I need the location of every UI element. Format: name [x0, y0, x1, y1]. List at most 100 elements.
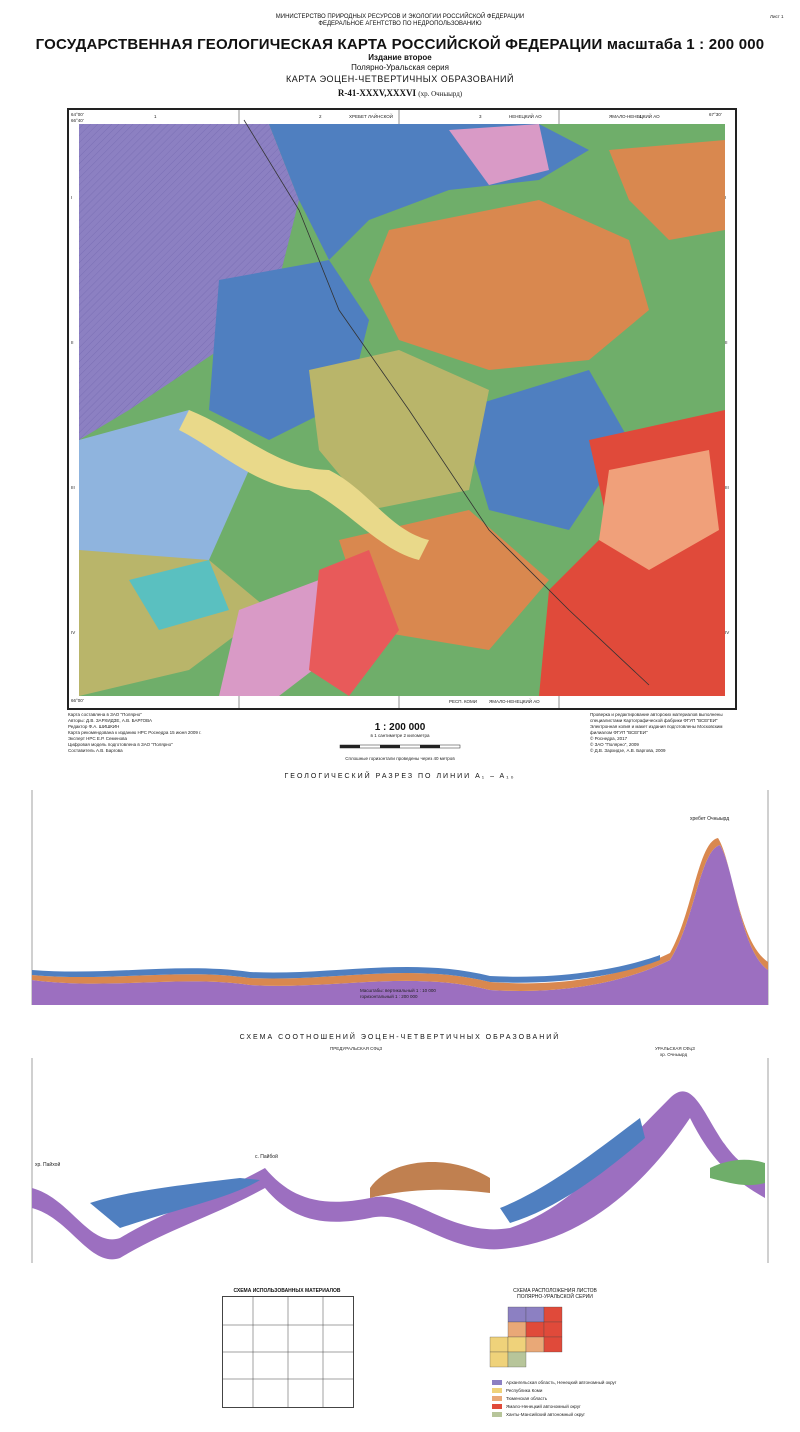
row-num-4-right: IV [725, 630, 730, 635]
unit-pink-north [449, 124, 549, 185]
footer-right-line: © ЗАО "Полярно", 2009 [590, 742, 639, 747]
legend-item: Республика Коми [492, 1386, 632, 1394]
location-title: СХЕМА РАСПОЛОЖЕНИЯ ЛИСТОВ [513, 1288, 597, 1294]
unit-blue-east [459, 370, 629, 530]
river-valley [179, 410, 429, 560]
legend-label: Республика Коми [506, 1387, 543, 1393]
legend-label: Архангельская область, Ненецкий автономн… [506, 1379, 617, 1385]
legend-swatch [492, 1411, 502, 1417]
unit-orange-ne [609, 140, 725, 240]
footer-left-line: Составитель А.В. Баргова [68, 748, 123, 753]
scale-block: 1 : 200 000 в 1 сантиметре 2 километра С… [330, 722, 470, 761]
scheme-blue-right [500, 1118, 645, 1223]
section-scale-2: горизонтальный 1 : 200 000 [360, 993, 418, 999]
footer-right-line: Электронная копия и макет издания подгот… [590, 724, 723, 729]
contour-note: Сплошные горизонтали проведены через 40 … [345, 756, 455, 761]
scheme-brown-center [370, 1161, 490, 1198]
materials-grid [223, 1297, 353, 1407]
top-label-nenets: НЕНЕЦКИЙ АО [509, 114, 542, 119]
legend-item: Архангельская область, Ненецкий автономн… [492, 1378, 632, 1386]
scale-value: 1 : 200 000 [374, 722, 426, 733]
edition: Издание второе [368, 53, 432, 62]
location-legend: Архангельская область, Ненецкий автономн… [492, 1378, 632, 1418]
section-basement [32, 845, 768, 1005]
sheet-sub: (хр. Очныырд) [418, 90, 463, 98]
scheme-left-place: хр. Пайхой [35, 1161, 60, 1168]
section-line [243, 119, 650, 686]
col-num-2: 2 [319, 114, 322, 119]
series: Полярно-Уральская серия [351, 63, 449, 72]
coord-nw: 64°00' [71, 112, 84, 117]
row-num-1: I [71, 195, 73, 200]
legend-item: Ямало-Ненецкий автономный округ [492, 1402, 632, 1410]
scheme-left-zone: ПРЕДУРАЛЬСКАЯ СФцЗ [330, 1046, 383, 1051]
col-num-1: 1 [154, 114, 157, 119]
footer-right-line: специалистами Картографической фабрики Ф… [590, 718, 718, 723]
row-num-3-right: III [725, 485, 729, 490]
correlation-scheme: хр. Пайхой с. Пайбой [31, 1058, 769, 1263]
unit-orange-center [369, 200, 649, 370]
footer-right-line: © Роснедра, 2017 [590, 736, 628, 741]
unit-olive-center [309, 350, 489, 510]
sheet-code: R-41-XXXV,XXXVI [337, 88, 416, 98]
footer-right-line: © Д.В. Зархидзе, А.В. Баргова, 2009 [590, 748, 666, 753]
scale-note: в 1 сантиметре 2 километра [370, 733, 430, 738]
agency-line: ФЕДЕРАЛЬНОЕ АГЕНТСТВО ПО НЕДРОПОЛЬЗОВАНИ… [318, 21, 482, 27]
coord-sw: 66°00' [71, 698, 84, 703]
top-label-yamal: ЯМАЛО-НЕНЕЦКИЙ АО [609, 114, 660, 119]
section-scale-1: Масштабы: вертикальный 1 : 10 000 [360, 987, 436, 993]
legend-swatch [492, 1379, 502, 1385]
footer-right-line: филиалом ФГУП "ВСЕГЕИ" [590, 730, 648, 735]
section-title: ГЕОЛОГИЧЕСКИЙ РАЗРЕЗ ПО ЛИНИИ A₁ – A₁₀ [284, 773, 516, 780]
footer-left-line: Редактор Ф.А. ШИШКИН [68, 724, 120, 729]
row-num-3: III [71, 485, 75, 490]
ministry-line: МИНИСТЕРСТВО ПРИРОДНЫХ РЕСУРСОВ И ЭКОЛОГ… [275, 14, 525, 20]
legend-label: Ямало-Ненецкий автономный округ [506, 1403, 581, 1409]
unit-salmon-se [599, 450, 719, 570]
row-num-2: II [71, 340, 74, 345]
coord-ne: 67°30' [709, 112, 722, 117]
legend-label: Тюменская область [506, 1395, 548, 1401]
map-name: КАРТА ЭОЦЕН-ЧЕТВЕРТИЧНЫХ ОБРАЗОВАНИЙ [286, 74, 514, 84]
scheme-right-sub: хр. Очныырд [660, 1052, 688, 1057]
scheme-green-right [710, 1159, 765, 1186]
footer-right-line: Проверка и редактирование авторских мате… [590, 712, 723, 717]
footer-left-line: Авторы: Д.В. ЗАРХИДЗЕ, А.В. БАРГОВА [68, 718, 153, 723]
col-num-3: 3 [479, 114, 482, 119]
scheme-purple-base [32, 1091, 765, 1260]
coord-nw-lat: 66°40' [71, 118, 84, 123]
footer-left-line: Эксперт НРС Е.Р. Семенова [68, 736, 127, 741]
legend-swatch [492, 1387, 502, 1393]
main-title: ГОСУДАРСТВЕННАЯ ГЕОЛОГИЧЕСКАЯ КАРТА РОСС… [35, 36, 765, 53]
footer-right: Проверка и редактирование авторских мате… [590, 712, 790, 754]
scheme-mid-place: с. Пайбой [255, 1153, 278, 1160]
unit-hatch-west [79, 124, 299, 440]
location-index-map [489, 1306, 563, 1368]
unit-lightblue-sw [79, 410, 249, 580]
peak-label: хребет Очныырд [690, 816, 729, 822]
row-num-1-right: I [725, 195, 727, 200]
geologic-section: хребет Очныырд Масштабы: вертикальный 1 … [31, 790, 769, 1005]
map-frame: ХРЕБЕТ ЛАЙНСКОЙ НЕНЕЦКИЙ АО ЯМАЛО-НЕНЕЦК… [67, 108, 737, 710]
unit-red-south [309, 550, 399, 696]
legend-item: Ханты-Мансийский автономный округ [492, 1410, 632, 1418]
footer-left: Карта составлена в ЗАО "Полярно" Авторы:… [68, 712, 268, 754]
col-num-4: 4 [639, 114, 642, 119]
geologic-map [79, 110, 725, 708]
scale-bar [339, 744, 461, 749]
sheet-label: Лист 1 [770, 14, 784, 19]
footer-left-line: Карта рекомендована к изданию НРС Роснед… [68, 730, 202, 735]
top-label-range: ХРЕБЕТ ЛАЙНСКОЙ [349, 114, 393, 119]
row-num-4: IV [71, 630, 76, 635]
legend-swatch [492, 1395, 502, 1401]
sheet-code-line: R-41-XXXV,XXXVI (хр. Очныырд) [0, 88, 800, 98]
row-num-2-right: II [725, 340, 728, 345]
legend-label: Ханты-Мансийский автономный округ [506, 1411, 586, 1417]
footer-left-line: Цифровая модель подготовлена в ЗАО "Поля… [68, 742, 173, 747]
bottom-label-komi: РЕСП. КОМИ [449, 699, 478, 704]
legend-item: Тюменская область [492, 1394, 632, 1402]
legend-swatch [492, 1403, 502, 1409]
footer-left-line: Карта составлена в ЗАО "Полярно" [68, 712, 142, 717]
unit-pink-south [219, 580, 339, 696]
bottom-label-yamal: ЯМАЛО-НЕНЕЦКИЙ АО [489, 699, 540, 704]
